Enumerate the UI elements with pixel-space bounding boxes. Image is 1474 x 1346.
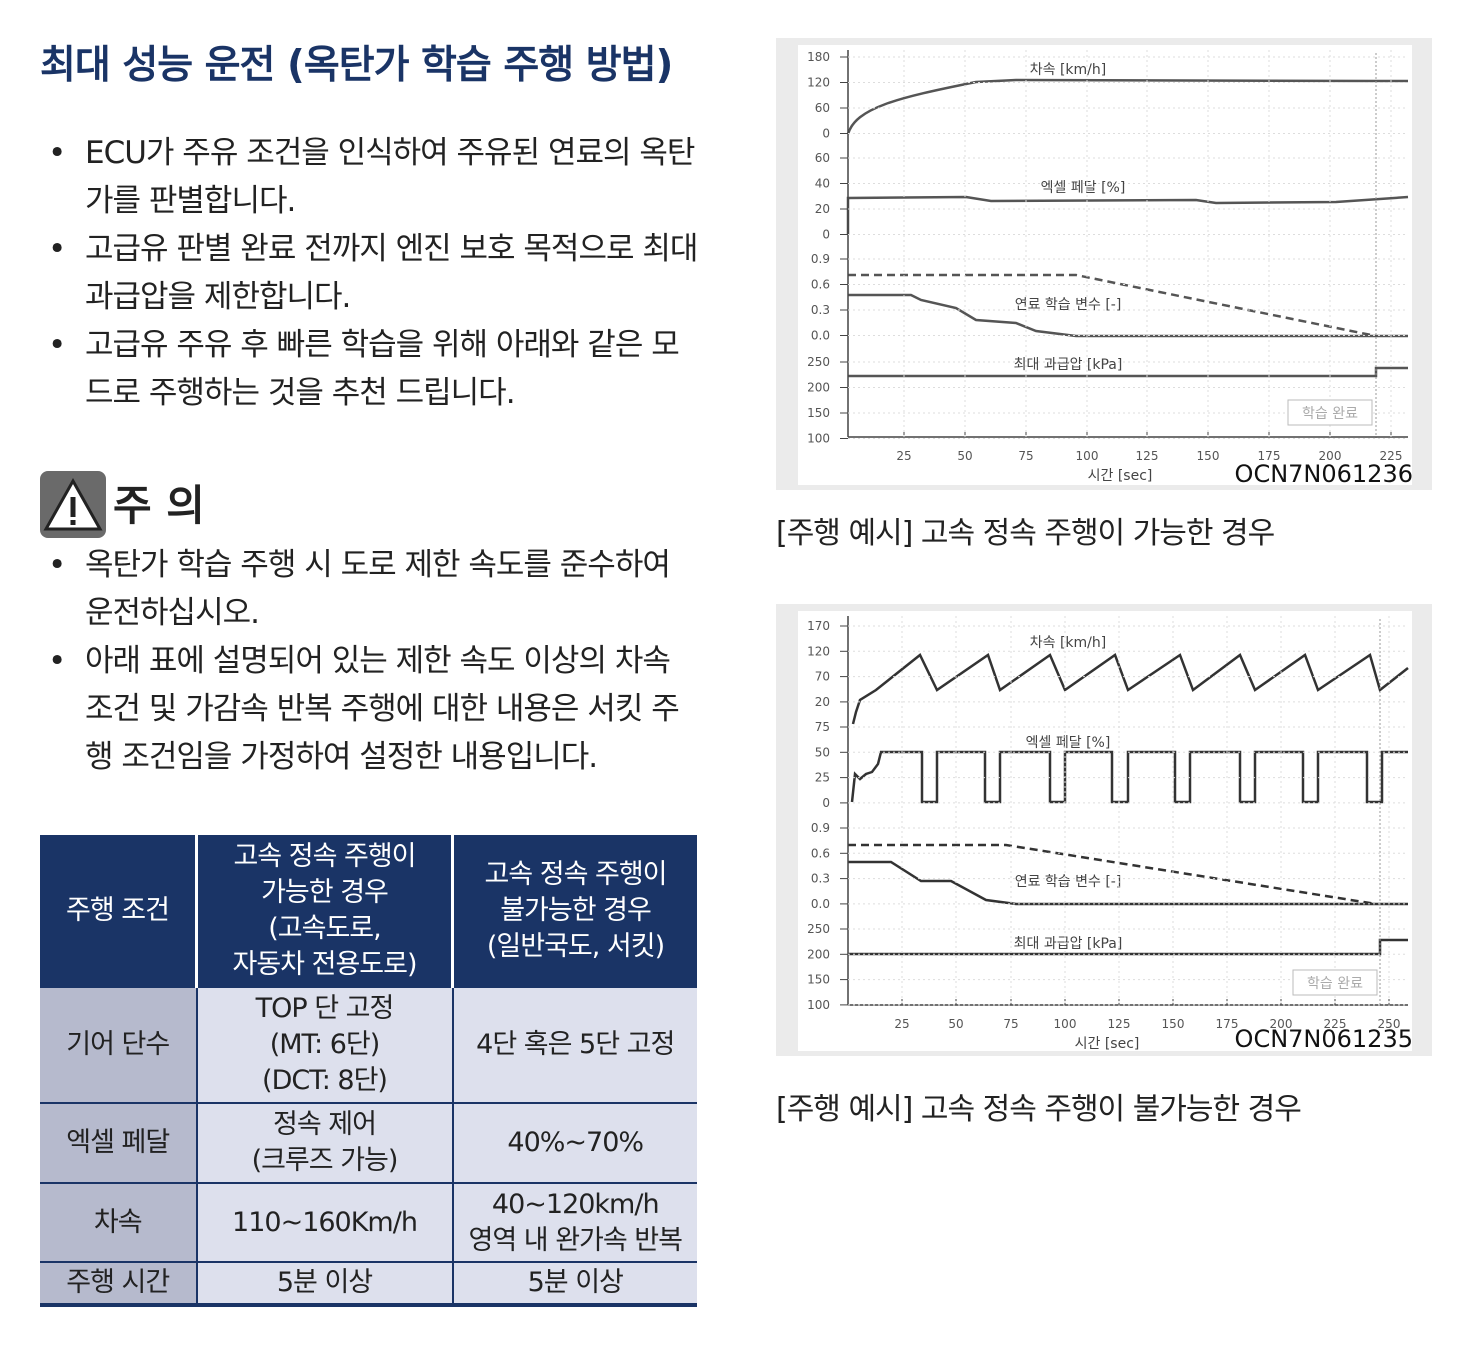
panel-label: 엑셀 페달 [%]	[1041, 180, 1126, 196]
y-tick-label: 180	[807, 50, 830, 64]
x-tick-label: 125	[1108, 1017, 1131, 1031]
bullet: 옥탄가 학습 주행 시 도로 제한 속도를 준수하여 운전하십시오.	[40, 541, 700, 637]
panel-label: 차속 [km/h]	[1030, 62, 1106, 78]
y-tick-label: 150	[807, 973, 830, 987]
panel-label: 연료 학습 변수 [-]	[1015, 297, 1122, 313]
panel-label: 연료 학습 변수 [-]	[1015, 874, 1122, 890]
x-tick-label: 100	[1054, 1017, 1077, 1031]
cell: 40%~70%	[451, 1102, 697, 1184]
y-tick-label: 120	[807, 644, 830, 658]
y-tick-label: 20	[815, 202, 830, 216]
figure-code: OCN7N061236	[1235, 460, 1413, 488]
x-tick-label: 100	[1076, 449, 1099, 463]
bullet: 아래 표에 설명되어 있는 제한 속도 이상의 차속 조건 및 가감속 반복 주…	[40, 637, 700, 781]
cell: 5분 이상	[195, 1261, 454, 1307]
y-tick-label: 0	[822, 228, 830, 242]
y-tick-label: 25	[815, 771, 830, 785]
cell: 4단 혹은 5단 고정	[451, 986, 697, 1104]
page-title: 최대 성능 운전 (옥탄가 학습 주행 방법)	[40, 43, 673, 88]
x-tick-label: 25	[894, 1017, 909, 1031]
y-tick-label: 0.6	[811, 278, 830, 292]
caution-label: 주 의	[113, 481, 205, 530]
header-cell: 고속 정속 주행이 불가능한 경우 (일반국도, 서킷)	[451, 835, 697, 987]
badge-box	[1292, 969, 1378, 996]
x-tick-label: 225	[1324, 1017, 1347, 1031]
y-tick-label: 50	[815, 745, 830, 759]
cell: TOP 단 고정 (MT: 6단) (DCT: 8단)	[195, 986, 454, 1104]
y-tick-label: 120	[807, 76, 830, 90]
y-tick-label: 60	[815, 151, 830, 165]
y-tick-label: 0.0	[811, 897, 830, 911]
cell: 정속 제어 (크루즈 가능)	[195, 1102, 454, 1184]
y-tick-label: 0.9	[811, 821, 830, 835]
badge: 학습 완료	[1307, 976, 1363, 992]
x-tick-label: 250	[1378, 1017, 1401, 1031]
badge-box	[1287, 399, 1373, 426]
y-tick-label: 100	[807, 432, 830, 446]
y-tick-label: 250	[807, 922, 830, 936]
x-axis-label: 시간 [sec]	[1075, 1036, 1140, 1052]
y-tick-label: 200	[807, 947, 830, 961]
x-tick-label: 50	[948, 1017, 963, 1031]
y-tick-label: 0.0	[811, 329, 830, 343]
x-tick-label: 175	[1216, 1017, 1239, 1031]
y-tick-label: 200	[807, 381, 830, 395]
bullet: 고급유 판별 완료 전까지 엔진 보호 목적으로 최대 과급압을 제한합니다.	[40, 225, 700, 321]
header-cell: 주행 조건	[40, 835, 198, 987]
bullet-list: ECU가 주유 조건을 인식하여 주유된 연료의 옥탄가를 판별합니다. 고급유…	[40, 129, 700, 417]
y-tick-label: 0	[822, 796, 830, 810]
x-tick-label: 225	[1380, 449, 1403, 463]
x-tick-label: 75	[1003, 1017, 1018, 1031]
header-cell: 고속 정속 주행이 가능한 경우 (고속도로, 자동차 전용도로)	[195, 835, 454, 987]
y-tick-label: 0.3	[811, 872, 830, 886]
y-tick-label: 100	[807, 998, 830, 1012]
y-tick-label: 75	[815, 720, 830, 734]
x-tick-label: 25	[896, 449, 911, 463]
y-tick-label: 0.9	[811, 252, 830, 266]
caution-icon	[40, 471, 106, 538]
x-tick-label: 150	[1162, 1017, 1185, 1031]
cell: 5분 이상	[451, 1261, 697, 1307]
cell: 주행 시간	[40, 1261, 198, 1307]
y-tick-label: 250	[807, 355, 830, 369]
y-tick-label: 0.3	[811, 303, 830, 317]
y-tick-label: 170	[807, 619, 830, 633]
figure-caption: [주행 예시] 고속 정속 주행이 가능한 경우	[776, 516, 1275, 551]
cell: 차속	[40, 1182, 198, 1263]
x-tick-label: 50	[957, 449, 972, 463]
figure-code: OCN7N061235	[1235, 1025, 1413, 1053]
bullet: ECU가 주유 조건을 인식하여 주유된 연료의 옥탄가를 판별합니다.	[40, 129, 700, 225]
x-tick-label: 200	[1319, 449, 1342, 463]
caution-list: 옥탄가 학습 주행 시 도로 제한 속도를 준수하여 운전하십시오. 아래 표에…	[40, 541, 700, 781]
condition-table: 주행 조건 고속 정속 주행이 가능한 경우 (고속도로, 자동차 전용도로) …	[40, 835, 697, 1307]
badge: 학습 완료	[1302, 406, 1358, 422]
cell: 40~120km/h 영역 내 완가속 반복	[451, 1182, 697, 1263]
x-tick-label: 150	[1197, 449, 1220, 463]
cell: 110~160Km/h	[195, 1182, 454, 1263]
panel-label: 차속 [km/h]	[1030, 635, 1106, 651]
y-tick-label: 60	[815, 101, 830, 115]
figure-caption: [주행 예시] 고속 정속 주행이 불가능한 경우	[776, 1092, 1302, 1127]
x-tick-label: 200	[1270, 1017, 1293, 1031]
panel-label: 최대 과급압 [kPa]	[1014, 357, 1123, 373]
y-tick-label: 0.6	[811, 846, 830, 860]
bullet: 고급유 주유 후 빠른 학습을 위해 아래와 같은 모드로 주행하는 것을 추천…	[40, 321, 700, 417]
y-tick-label: 70	[815, 670, 830, 684]
y-tick-label: 40	[815, 177, 830, 191]
x-tick-label: 175	[1258, 449, 1281, 463]
x-tick-label: 125	[1136, 449, 1159, 463]
cell: 엑셀 페달	[40, 1102, 198, 1184]
y-tick-label: 150	[807, 406, 830, 420]
x-axis-label: 시간 [sec]	[1088, 468, 1153, 484]
panel-label: 엑셀 페달 [%]	[1026, 735, 1111, 751]
y-tick-label: 0	[822, 127, 830, 141]
y-tick-label: 20	[815, 695, 830, 709]
x-tick-label: 75	[1018, 449, 1033, 463]
panel-label: 최대 과급압 [kPa]	[1014, 936, 1123, 952]
cell: 기어 단수	[40, 986, 198, 1104]
